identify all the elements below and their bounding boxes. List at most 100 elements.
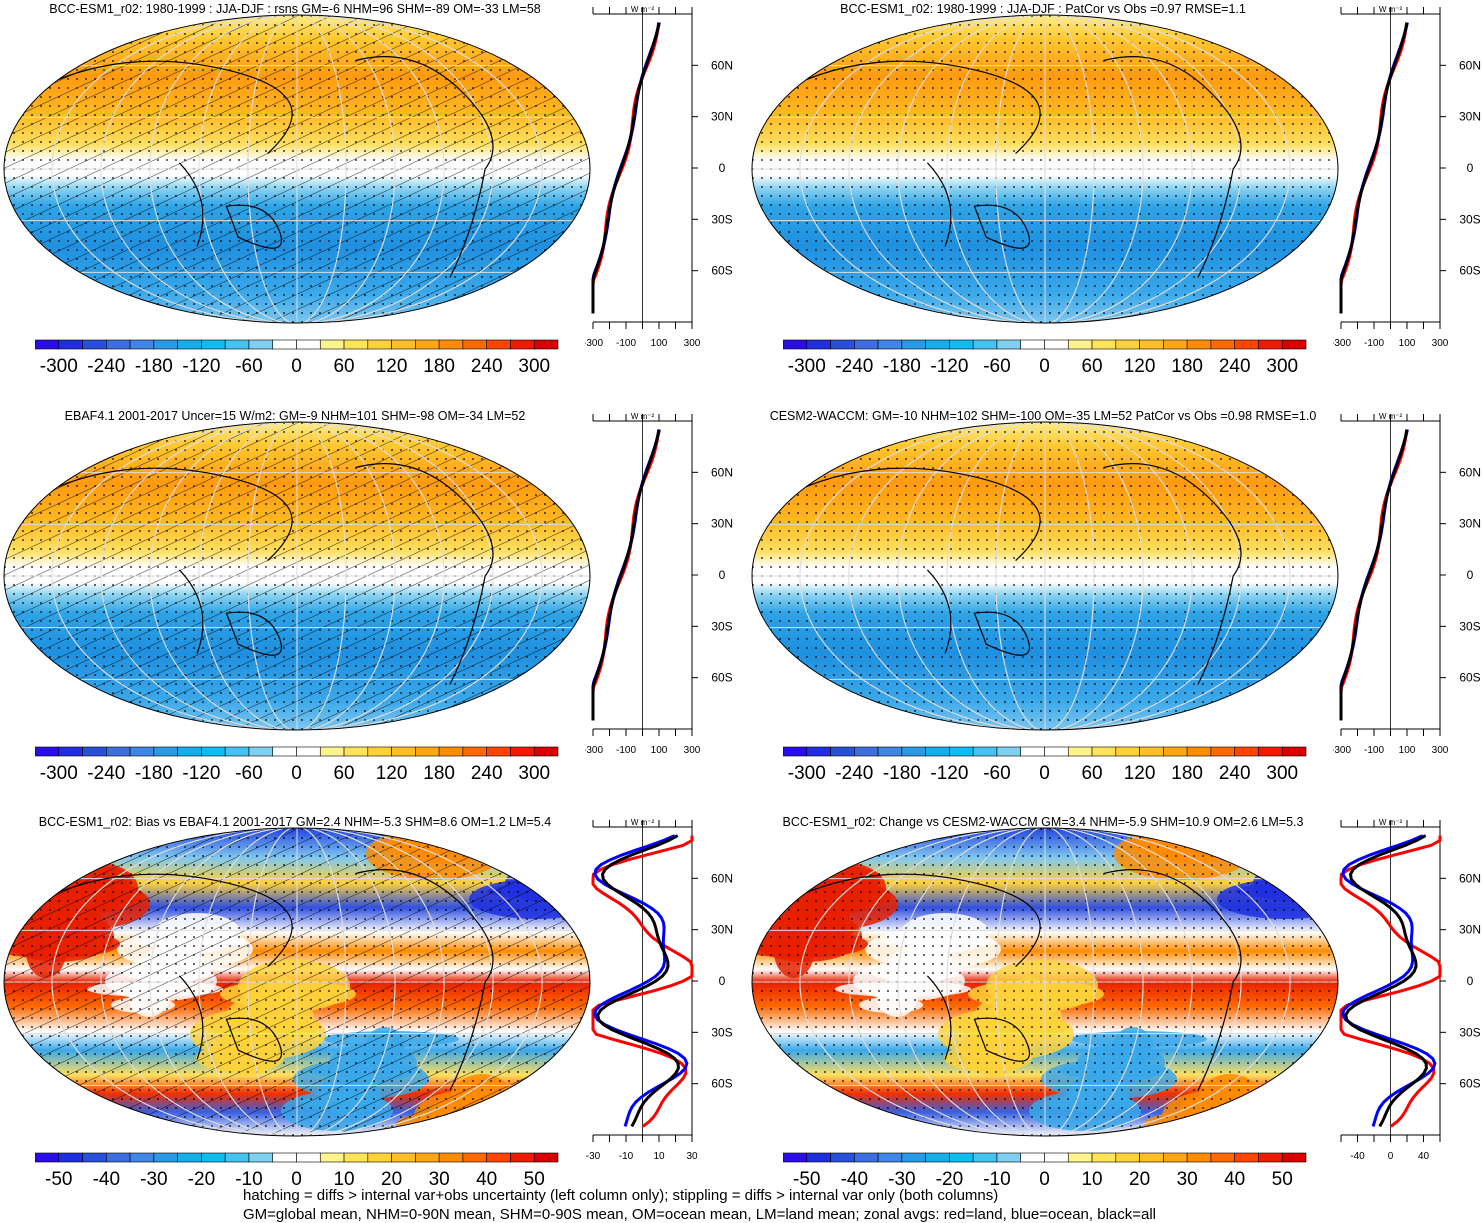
colorbar-swatch: [59, 1153, 83, 1162]
colorbar-label: -240: [835, 356, 873, 377]
zonal-x-tick: -100: [616, 338, 636, 349]
colorbar-swatch: [534, 747, 558, 756]
colorbar-swatch: [35, 747, 59, 756]
colorbar-label: 180: [423, 356, 455, 377]
latitude-label: 30N: [711, 110, 733, 124]
colorbar-swatch: [926, 1153, 950, 1162]
zonal-all-line: [1341, 430, 1407, 721]
colorbar-swatch: [130, 340, 154, 349]
colorbar-label: -120: [182, 763, 220, 784]
colorbar-swatch: [297, 747, 321, 756]
latitude-label: 0: [1467, 568, 1474, 582]
colorbar-swatch: [83, 1153, 107, 1162]
latitude-label: 30S: [1459, 619, 1480, 633]
colorbar-swatch: [225, 747, 249, 756]
colorbar-swatch: [392, 340, 416, 349]
latitude-label: 60S: [1459, 671, 1480, 685]
colorbar-swatch: [154, 1153, 178, 1162]
latitude-label: 0: [719, 568, 726, 582]
colorbar-swatch: [831, 1153, 855, 1162]
colorbar-swatch: [1211, 1153, 1235, 1162]
colorbar-swatch: [1021, 1153, 1045, 1162]
panel-1: BCC-ESM1_r02: 1980-1999 : JJA-DJF : rsns…: [0, 0, 740, 405]
colorbar-swatch: [973, 747, 997, 756]
zonal-x-tick: 30: [686, 1151, 698, 1162]
colorbar-swatch: [463, 1153, 487, 1162]
zonal-x-tick: 100: [1399, 745, 1416, 756]
latitude-label: 30N: [711, 923, 733, 937]
colorbar-swatch: [415, 747, 439, 756]
zonal-x-tick: -100: [1364, 745, 1384, 756]
robinson-map: [751, 14, 1339, 324]
colorbar-swatch: [1282, 1153, 1306, 1162]
zonal-x-tick: 40: [1418, 1151, 1430, 1162]
colorbar-label: 0: [291, 356, 302, 377]
colorbar-swatch: [1282, 747, 1306, 756]
zonal-all-line: [1346, 836, 1427, 1127]
colorbar-swatch: [902, 1153, 926, 1162]
zonal-ocean-line: [1343, 836, 1435, 1127]
colorbar-swatch: [1235, 1153, 1259, 1162]
latitude-label: 0: [719, 161, 726, 175]
panel-4: CESM2-WACCM: GM=-10 NHM=102 SHM=-100 OM=…: [748, 407, 1483, 812]
colorbar-swatch: [83, 340, 107, 349]
colorbar-swatch: [949, 1153, 973, 1162]
zonal-all-line: [598, 836, 679, 1127]
colorbar-swatch: [1045, 340, 1069, 349]
zonal-units: W m⁻²: [1379, 412, 1403, 421]
colorbar-swatch: [439, 340, 463, 349]
colorbar-swatch: [783, 747, 807, 756]
zonal-x-tick: -100: [616, 745, 636, 756]
colorbar-swatch: [320, 747, 344, 756]
colorbar-swatch: [1045, 1153, 1069, 1162]
colorbar-label: -20: [188, 1169, 215, 1190]
colorbar-swatch: [392, 1153, 416, 1162]
colorbar-swatch: [854, 747, 878, 756]
colorbar-swatch: [1092, 340, 1116, 349]
colorbar-swatch: [35, 340, 59, 349]
latitude-label: 0: [719, 974, 726, 988]
colorbar-swatch: [1187, 340, 1211, 349]
zonal-x-tick: 300: [1432, 745, 1449, 756]
colorbar-swatch: [1235, 340, 1259, 349]
latitude-label: 60S: [1459, 264, 1480, 278]
colorbar-swatch: [926, 340, 950, 349]
zonal-x-tick: -40: [1350, 1151, 1365, 1162]
latitude-label: 0: [1467, 161, 1474, 175]
colorbar-swatch: [783, 1153, 807, 1162]
colorbar-label: 120: [1124, 356, 1156, 377]
colorbar-label: 10: [1081, 1169, 1102, 1190]
zonal-units: W m⁻²: [1379, 5, 1403, 14]
colorbar-swatch: [344, 1153, 368, 1162]
panel-5: BCC-ESM1_r02: Bias vs EBAF4.1 2001-2017 …: [0, 813, 740, 1218]
colorbar-swatch: [59, 747, 83, 756]
latitude-label: 30N: [1459, 517, 1481, 531]
colorbar-swatch: [392, 747, 416, 756]
colorbar-swatch: [1021, 340, 1045, 349]
colorbar-swatch: [534, 340, 558, 349]
zonal-x-tick: 10: [653, 1151, 665, 1162]
colorbar-swatch: [35, 1153, 59, 1162]
zonal-ocean-line: [1341, 23, 1407, 314]
colorbar-swatch: [878, 340, 902, 349]
colorbar-swatch: [1187, 1153, 1211, 1162]
zonal-ocean-line: [593, 430, 659, 721]
panel-2: BCC-ESM1_r02: 1980-1999 : JJA-DJF : PatC…: [748, 0, 1483, 405]
latitude-label: 30S: [1459, 212, 1480, 226]
colorbar-swatch: [1258, 747, 1282, 756]
colorbar-label: 240: [1219, 763, 1251, 784]
colorbar-label: -180: [883, 763, 921, 784]
colorbar-label: 240: [471, 763, 503, 784]
robinson-map: [751, 421, 1339, 731]
colorbar-swatch: [1068, 747, 1092, 756]
colorbar-swatch: [487, 747, 511, 756]
colorbar-swatch: [1211, 340, 1235, 349]
colorbar-label: -240: [835, 763, 873, 784]
